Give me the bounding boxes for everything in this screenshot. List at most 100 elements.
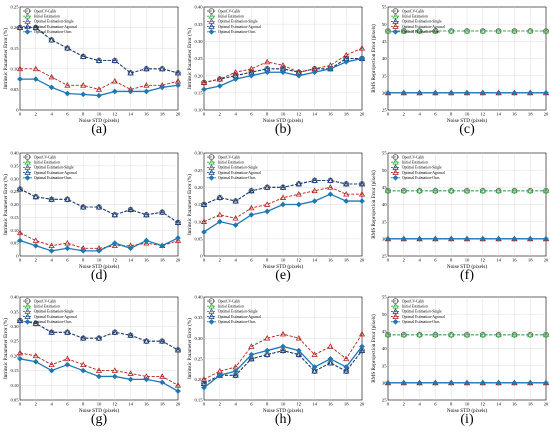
data-point [311, 351, 318, 358]
legend-label: Initial Estimation [218, 15, 244, 19]
data-point [432, 27, 439, 34]
data-point [16, 229, 24, 236]
x-tick-label: 8 [450, 258, 453, 263]
data-point [143, 376, 150, 383]
data-point [264, 58, 271, 65]
data-point [279, 347, 287, 353]
data-point [479, 331, 486, 338]
data-point [416, 380, 423, 386]
data-point [264, 69, 271, 76]
data-point [200, 201, 208, 207]
y-tick-label: 0.05 [194, 236, 203, 241]
data-point [264, 334, 271, 341]
y-tick-label: 0.15 [194, 90, 203, 95]
x-tick-label: 0 [387, 112, 390, 117]
legend-label: Optimal Estimation-Agrawal [34, 315, 77, 319]
y-tick-label: 55 [382, 151, 387, 156]
data-point [279, 194, 287, 200]
data-point [48, 242, 55, 249]
x-tick-label: 18 [160, 112, 165, 117]
data-point [216, 218, 223, 225]
legend-marker [392, 158, 399, 165]
y-tick-label: 0.25 [10, 5, 19, 10]
data-point [448, 236, 455, 242]
data-point [432, 90, 439, 96]
x-axis-label: Noise STD (pixels) [447, 263, 488, 270]
y-tick-label: 0 [200, 254, 203, 259]
data-point [543, 380, 549, 386]
data-point [479, 187, 486, 194]
series-line [203, 47, 363, 83]
x-tick-label: 12 [113, 402, 118, 407]
data-point [64, 361, 71, 368]
y-tick-label: 30 [382, 90, 387, 95]
chart-panel-9: 25 30 35 40 45 50 55 0 2 4 6 8 10 12 14 16 18 20 Noise STD… [370, 295, 550, 414]
data-point [32, 65, 39, 72]
x-tick-label: 12 [113, 112, 118, 117]
y-tick-label: 0 [16, 108, 19, 113]
data-point [80, 53, 87, 59]
legend-marker [392, 318, 399, 325]
x-tick-label: 18 [344, 112, 349, 117]
legend-marker [392, 308, 399, 314]
series-line [19, 320, 179, 351]
data-point [200, 79, 208, 85]
data-point [95, 203, 103, 210]
data-point [248, 72, 255, 79]
data-point [48, 248, 55, 254]
y-tick-label: 55 [382, 5, 387, 10]
x-tick-label: 18 [160, 258, 165, 263]
legend-marker [24, 308, 31, 314]
data-point [343, 364, 350, 370]
legend-label: OpenCV-Calib [402, 155, 424, 159]
legend-marker [24, 158, 31, 165]
data-point [527, 90, 534, 96]
y-axis-label: Intrinsic Parameter Error (%) [2, 174, 9, 235]
data-point [80, 361, 87, 368]
legend-marker [208, 308, 215, 314]
series-5 [200, 184, 366, 224]
data-point [400, 236, 407, 242]
x-tick-label: 10 [281, 402, 286, 407]
x-tick-label: 20 [360, 258, 365, 263]
data-point [432, 187, 439, 194]
data-point [111, 242, 118, 249]
y-axis-label: RMS Reprojection Error (pixels) [370, 314, 377, 383]
data-point [542, 27, 550, 34]
data-point [159, 337, 166, 344]
data-point [463, 331, 471, 338]
x-tick-label: 2 [35, 112, 38, 117]
y-tick-label: 0.15 [194, 398, 203, 403]
data-point [280, 201, 286, 208]
x-tick-label: 8 [82, 258, 85, 263]
data-point [64, 355, 71, 362]
legend-label: Optimal Estimation-Ours [218, 30, 256, 34]
data-point [385, 90, 391, 96]
x-tick-label: 0 [387, 402, 390, 407]
x-tick-label: 10 [281, 258, 286, 263]
data-point [127, 370, 134, 376]
x-tick-label: 8 [266, 258, 269, 263]
y-axis-label: Intrinsic Parameter Error (%) [2, 28, 9, 89]
x-tick-label: 12 [113, 258, 118, 263]
x-tick-label: 14 [312, 112, 317, 117]
y-tick-label: 45 [382, 329, 387, 334]
x-tick-label: 14 [128, 402, 133, 407]
data-point [175, 235, 181, 241]
data-point [143, 239, 150, 246]
data-point [232, 372, 239, 378]
x-tick-label: 12 [297, 402, 302, 407]
data-point [279, 330, 287, 337]
x-tick-label: 8 [266, 112, 269, 117]
x-tick-label: 6 [66, 402, 69, 407]
data-point [400, 27, 407, 34]
series-4 [16, 185, 182, 225]
x-tick-label: 16 [512, 402, 517, 407]
chart-panel-5: 0 0.05 0.10 0.15 0.20 0.25 0.30 0 2 4 6 8 10 12 14 16 18… [186, 151, 366, 270]
legend-label: Optimal Estimation-Agrawal [402, 171, 445, 175]
data-point [495, 380, 502, 386]
series-6 [17, 235, 181, 254]
